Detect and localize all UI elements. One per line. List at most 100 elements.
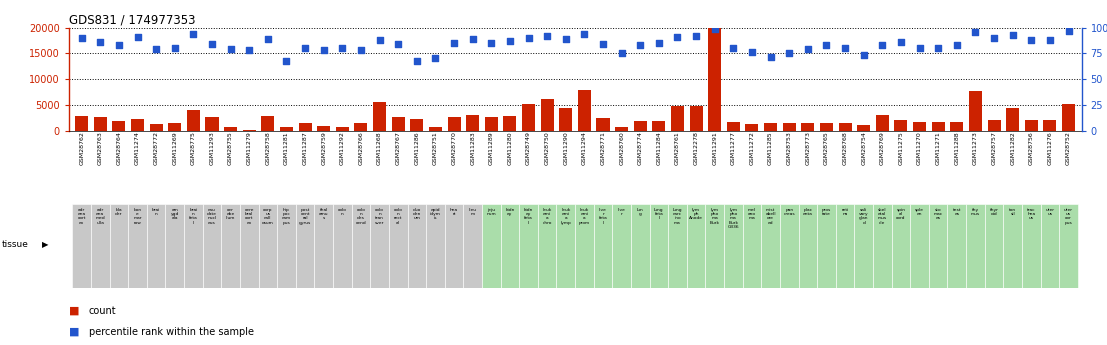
Bar xyxy=(650,204,669,288)
Bar xyxy=(392,117,405,131)
Bar xyxy=(165,204,184,288)
Bar xyxy=(764,123,777,131)
Point xyxy=(259,36,277,42)
Text: thy
mus: thy mus xyxy=(971,208,980,216)
Point xyxy=(1004,32,1022,38)
Bar xyxy=(1041,204,1059,288)
Bar xyxy=(407,204,426,288)
Bar xyxy=(131,119,144,131)
Point xyxy=(314,48,332,53)
Bar xyxy=(798,204,817,288)
Bar xyxy=(447,117,461,131)
Text: lym
pho
ma
Burk: lym pho ma Burk xyxy=(710,208,720,225)
Bar xyxy=(593,204,612,288)
Text: colo
n
des
cend: colo n des cend xyxy=(355,208,366,225)
Point xyxy=(762,54,779,59)
Bar xyxy=(652,121,665,131)
Text: cer
ebe
llum: cer ebe llum xyxy=(226,208,236,220)
Text: cere
bral
cort
ex: cere bral cort ex xyxy=(245,208,254,225)
Bar xyxy=(221,204,240,288)
Bar xyxy=(817,204,836,288)
Bar xyxy=(839,124,851,131)
Text: bon
e
mar
row: bon e mar row xyxy=(133,208,142,225)
Point xyxy=(297,46,314,51)
Point xyxy=(780,51,798,56)
Bar xyxy=(894,120,908,131)
Bar xyxy=(72,204,91,288)
Bar xyxy=(335,127,349,131)
Text: lun
g: lun g xyxy=(637,208,643,216)
Text: plac
enta: plac enta xyxy=(803,208,813,216)
Bar xyxy=(280,127,293,131)
Text: uter
us: uter us xyxy=(1045,208,1054,216)
Bar xyxy=(615,127,628,131)
Bar xyxy=(464,204,482,288)
Point xyxy=(948,42,965,48)
Point xyxy=(724,46,742,51)
Bar xyxy=(206,117,218,131)
Bar xyxy=(932,122,944,131)
Text: GSM28760: GSM28760 xyxy=(619,131,624,165)
Text: adr
ena
med
ulla: adr ena med ulla xyxy=(95,208,105,225)
Text: tissue: tissue xyxy=(2,240,29,249)
Text: sto
mac
es: sto mac es xyxy=(933,208,943,220)
Text: GSM11285: GSM11285 xyxy=(768,131,773,165)
Point xyxy=(147,47,165,52)
Bar xyxy=(578,90,591,131)
Text: GSM11276: GSM11276 xyxy=(1047,131,1053,165)
Text: jeju
num: jeju num xyxy=(486,208,496,216)
Text: corp
us
call
osum: corp us call osum xyxy=(262,208,273,225)
Text: GSM11290: GSM11290 xyxy=(563,131,568,165)
Bar xyxy=(727,122,739,131)
Bar xyxy=(743,204,762,288)
Text: GSM11289: GSM11289 xyxy=(489,131,494,165)
Bar xyxy=(149,125,163,131)
Bar xyxy=(242,129,256,131)
Point xyxy=(929,46,946,51)
Bar xyxy=(261,116,275,131)
Text: pros
tate: pros tate xyxy=(821,208,831,216)
Text: GDS831 / 174977353: GDS831 / 174977353 xyxy=(69,13,195,27)
Text: colo
n
tran
sver: colo n tran sver xyxy=(375,208,384,225)
Text: lung
feta
l: lung feta l xyxy=(654,208,664,220)
Text: lung
carc
ino
ma: lung carc ino ma xyxy=(673,208,682,225)
Bar xyxy=(1022,204,1041,288)
Point xyxy=(966,29,984,34)
Text: reti
na: reti na xyxy=(841,208,849,216)
Bar xyxy=(1062,104,1075,131)
Point xyxy=(911,46,929,51)
Bar xyxy=(690,106,703,131)
Bar xyxy=(1044,120,1056,131)
Text: GSM11274: GSM11274 xyxy=(135,131,139,165)
Point xyxy=(110,42,127,48)
Bar xyxy=(445,204,464,288)
Point xyxy=(594,41,612,47)
Bar xyxy=(708,28,722,131)
Point xyxy=(92,39,110,45)
Text: kidn
ey
feta
l: kidn ey feta l xyxy=(524,208,534,225)
Point xyxy=(426,55,444,60)
Text: GSM28764: GSM28764 xyxy=(116,131,122,165)
Bar xyxy=(1059,204,1078,288)
Bar xyxy=(277,204,296,288)
Point xyxy=(371,37,389,43)
Bar xyxy=(184,204,203,288)
Text: GSM28749: GSM28749 xyxy=(526,131,531,165)
Text: GSM28772: GSM28772 xyxy=(154,131,158,165)
Text: ton
sil: ton sil xyxy=(1010,208,1016,216)
Bar xyxy=(780,204,798,288)
Bar xyxy=(500,204,519,288)
Text: sple
en: sple en xyxy=(915,208,924,216)
Point xyxy=(706,26,724,31)
Text: GSM28759: GSM28759 xyxy=(321,131,327,165)
Bar xyxy=(913,122,927,131)
Bar xyxy=(333,204,352,288)
Text: GSM28758: GSM28758 xyxy=(266,131,270,165)
Point xyxy=(743,50,761,55)
Text: thal
amu
s: thal amu s xyxy=(319,208,329,220)
Point xyxy=(687,33,705,39)
Point xyxy=(483,40,500,46)
Text: GSM11272: GSM11272 xyxy=(749,131,755,165)
Text: leuk
emi
a
chro: leuk emi a chro xyxy=(542,208,552,225)
Bar xyxy=(724,204,743,288)
